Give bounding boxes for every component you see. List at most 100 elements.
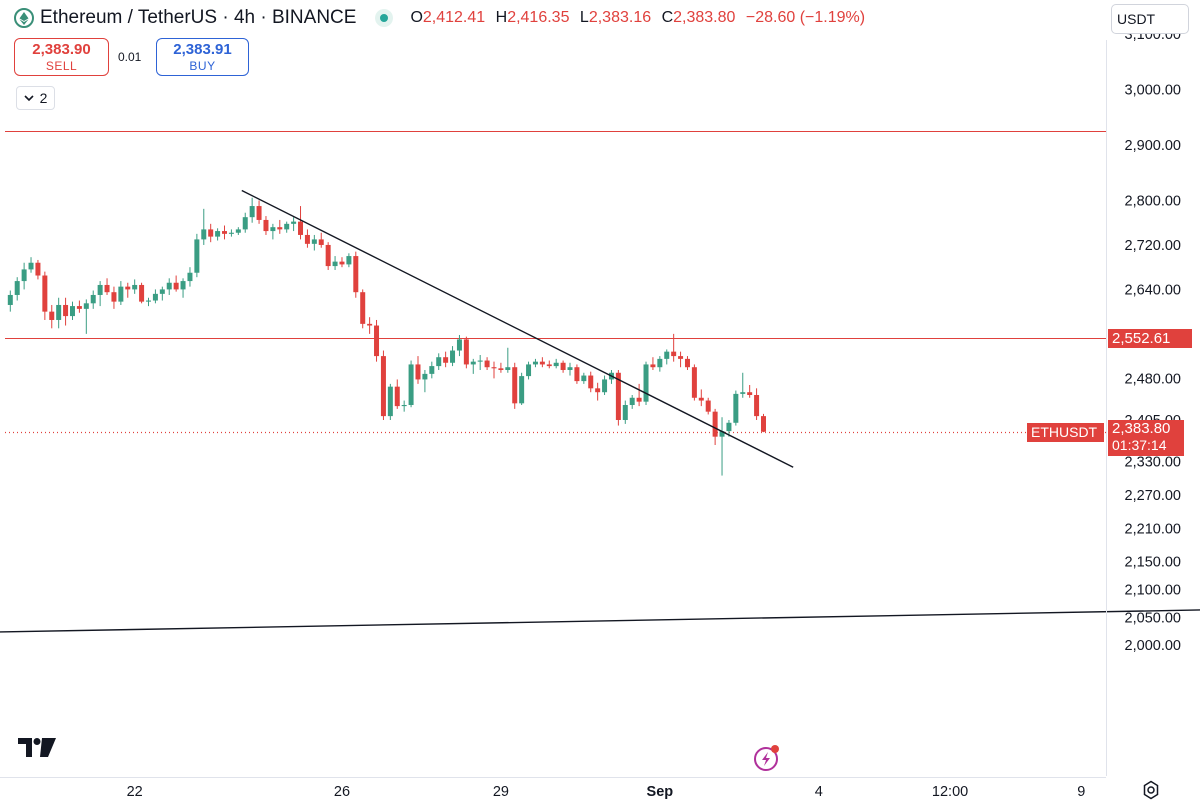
- candle: [139, 282, 145, 304]
- candle: [21, 262, 27, 290]
- y-tick-label: 2,480.00: [1125, 371, 1181, 387]
- candle: [602, 375, 608, 395]
- candle: [118, 281, 124, 305]
- candle: [132, 279, 138, 294]
- candle-body: [408, 364, 414, 405]
- candle-body: [622, 404, 628, 421]
- candle: [35, 259, 41, 280]
- buy-button[interactable]: 2,383.91 BUY: [156, 38, 249, 76]
- currency-select[interactable]: USDT: [1111, 4, 1189, 34]
- y-tick-label: 2,800.00: [1125, 194, 1181, 210]
- candle: [249, 197, 255, 223]
- candle-body: [429, 366, 435, 374]
- candle-body: [629, 397, 635, 405]
- candle-body: [311, 239, 317, 244]
- candle-body: [353, 256, 359, 293]
- y-tick-label: 2,720.00: [1125, 238, 1181, 254]
- candle: [581, 372, 587, 384]
- candle: [298, 206, 304, 240]
- market-open-dot-icon: [380, 14, 389, 22]
- candle: [553, 358, 559, 369]
- candle-body: [422, 373, 428, 380]
- candle-body: [754, 394, 760, 417]
- candle-body: [180, 281, 186, 290]
- candle-body: [519, 376, 525, 404]
- candle-body: [63, 304, 69, 317]
- candle: [532, 358, 538, 368]
- candle-body: [111, 292, 117, 302]
- candle: [463, 336, 469, 369]
- candle-body: [740, 392, 746, 394]
- candle: [684, 356, 690, 370]
- candle-body: [560, 362, 566, 370]
- x-tick-label: 9: [1077, 784, 1085, 800]
- sell-button[interactable]: 2,383.90 SELL: [14, 38, 109, 76]
- candle-body: [401, 404, 407, 407]
- candle-body: [532, 361, 538, 365]
- candle-body: [215, 231, 221, 237]
- candle-body: [581, 375, 587, 382]
- candle-body: [380, 356, 386, 417]
- candle-body: [450, 350, 456, 363]
- candle: [97, 281, 103, 307]
- candle: [263, 216, 269, 235]
- candle: [712, 408, 718, 446]
- candle: [277, 219, 283, 234]
- candle-body: [394, 386, 400, 407]
- candle-body: [436, 357, 442, 367]
- candle-body: [574, 367, 580, 382]
- candle: [235, 227, 241, 235]
- candle: [304, 229, 310, 248]
- candle: [49, 304, 55, 329]
- candle-body: [505, 367, 511, 370]
- candle-body: [526, 364, 532, 377]
- candle-body: [456, 339, 462, 351]
- tradingview-logo-icon[interactable]: [18, 738, 58, 763]
- candle: [159, 286, 165, 301]
- indicators-toggle-button[interactable]: 2: [16, 86, 55, 110]
- candle-body: [484, 360, 490, 368]
- candle-body: [339, 261, 345, 265]
- buy-price: 2,383.91: [173, 41, 232, 58]
- candle-body: [678, 356, 684, 359]
- candle: [215, 228, 221, 241]
- candle-body: [553, 362, 559, 367]
- symbol-price-label: ETHUSDT: [1027, 422, 1104, 442]
- candle: [747, 384, 753, 398]
- candle-body: [615, 372, 621, 421]
- candle-body: [35, 262, 41, 276]
- candle-body: [7, 294, 13, 305]
- candle: [422, 369, 428, 393]
- candle-body: [166, 282, 172, 290]
- candle-body: [733, 393, 739, 423]
- ohlc-values: O2,412.41 H2,416.35 L2,383.16 C2,383.80 …: [410, 9, 865, 27]
- candle-body: [546, 364, 552, 367]
- candle-body: [187, 272, 193, 282]
- candle-body: [374, 325, 380, 357]
- candle: [588, 371, 594, 393]
- lightning-icon[interactable]: [753, 744, 783, 779]
- candle-body: [90, 294, 96, 304]
- candle: [394, 379, 400, 409]
- y-tick-label: 2,100.00: [1125, 582, 1181, 598]
- candle: [719, 417, 725, 476]
- symbol-title[interactable]: Ethereum / TetherUS · 4h · BINANCE: [40, 7, 357, 28]
- level-price-label: 2,552.61: [1108, 328, 1192, 348]
- candle-body: [97, 284, 103, 295]
- low-label: L: [579, 9, 589, 26]
- candle: [166, 278, 172, 295]
- close-label: C: [661, 9, 674, 26]
- candle-body: [491, 367, 497, 369]
- candle-body: [512, 367, 518, 404]
- candle: [318, 232, 324, 248]
- candle-body: [332, 261, 338, 267]
- y-tick-label: 2,640.00: [1125, 282, 1181, 298]
- candle: [291, 217, 297, 232]
- candle: [436, 353, 442, 370]
- gear-icon[interactable]: [1141, 780, 1161, 805]
- candle: [325, 242, 331, 270]
- candle-body: [443, 357, 449, 363]
- y-axis: 3,100.003,000.002,900.002,800.002,720.00…: [1125, 27, 1181, 654]
